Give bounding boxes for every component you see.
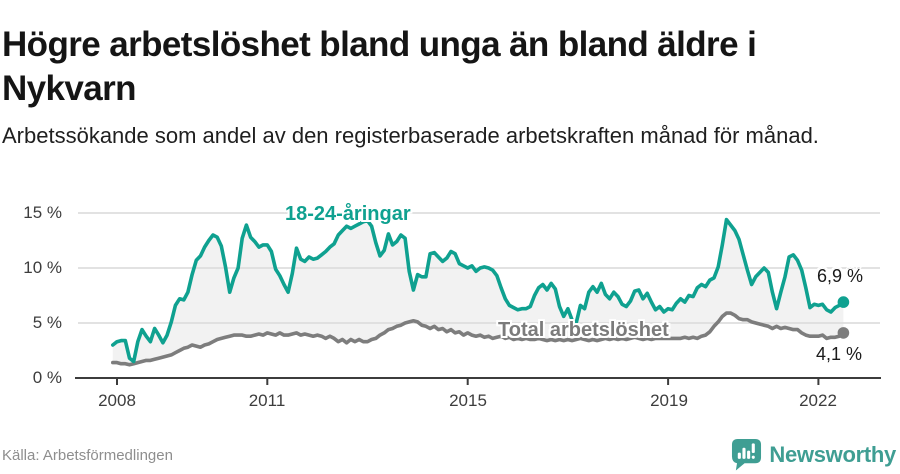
- value-label-total: 4,1 %: [816, 344, 863, 364]
- x-axis-label-2008: 2008: [98, 391, 136, 410]
- page-title: Högre arbetslöshet bland unga än bland ä…: [2, 25, 757, 109]
- series-label-total: Total arbetslöshet: [498, 319, 669, 341]
- y-axis-label-10: 10 %: [23, 258, 62, 277]
- newsworthy-logo[interactable]: Newsworthy: [731, 438, 896, 471]
- bar-chart-bubble-icon: [732, 439, 762, 471]
- x-axis-label-2022: 2022: [799, 391, 837, 410]
- source-note: Källa: Arbetsförmedlingen: [2, 447, 173, 464]
- x-axis-label-2015: 2015: [449, 391, 487, 410]
- value-label-young: 6,9 %: [817, 266, 864, 286]
- logo-wordmark: Newsworthy: [769, 441, 896, 467]
- y-axis-label-15: 15 %: [23, 203, 62, 222]
- chart-subtitle: Arbetssökande som andel av den registerb…: [2, 123, 819, 148]
- x-axis-label-2019: 2019: [650, 391, 688, 410]
- y-axis-label-5: 5 %: [32, 313, 62, 332]
- series-label-young: 18-24-åringar: [285, 203, 411, 225]
- x-axis-label-2011: 2011: [248, 391, 286, 410]
- y-axis-label-0: 0 %: [32, 368, 62, 387]
